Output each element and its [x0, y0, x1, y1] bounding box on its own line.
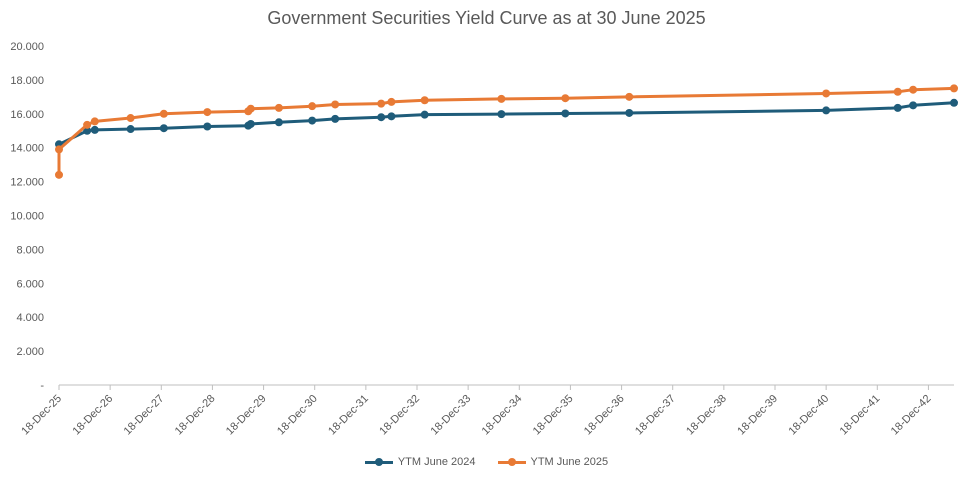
data-point-ytm-june-2024[interactable] — [561, 109, 570, 118]
data-point-ytm-june-2024[interactable] — [83, 126, 92, 135]
data-point-ytm-june-2024[interactable] — [893, 103, 902, 112]
data-point-ytm-june-2025[interactable] — [625, 92, 634, 101]
y-axis-ticks: - 2.000 4.000 6.000 8.000 10.000 12.000 14.000 1… — [10, 41, 44, 392]
y-tick-label: 20.000 — [10, 41, 44, 53]
x-tick-label: 18-Dec-38 — [684, 393, 729, 438]
x-tick-label: 18-Dec-34 — [480, 393, 525, 438]
x-tick-label: 18-Dec-37 — [633, 393, 678, 438]
data-point-ytm-june-2025[interactable] — [274, 103, 283, 112]
data-point-ytm-june-2024[interactable] — [126, 125, 135, 134]
x-tick-label: 18-Dec-28 — [173, 393, 218, 438]
data-point-ytm-june-2025[interactable] — [893, 87, 902, 96]
y-tick-label: 6.000 — [16, 278, 44, 290]
data-point-ytm-june-2024[interactable] — [246, 119, 255, 128]
y-tick-label: 16.000 — [10, 109, 44, 121]
data-point-ytm-june-2024[interactable] — [331, 114, 340, 123]
legend-item-ytm-june-2025[interactable]: YTM June 2025 — [497, 456, 609, 468]
data-point-ytm-june-2024[interactable] — [90, 125, 99, 134]
y-tick-label: 4.000 — [16, 312, 44, 324]
series-ytm-june-2024 — [55, 98, 958, 149]
chart-title: Government Securities Yield Curve as at … — [267, 8, 706, 28]
data-point-ytm-june-2024[interactable] — [497, 110, 506, 119]
x-tick-label: 18-Dec-36 — [582, 393, 627, 438]
legend-label-ytm-june-2025: YTM June 2025 — [530, 456, 609, 468]
y-tick-label: 2.000 — [16, 346, 44, 358]
data-point-ytm-june-2025[interactable] — [83, 120, 92, 129]
series-line-ytm-june-2024 — [57, 101, 956, 146]
data-point-ytm-june-2025[interactable] — [420, 96, 429, 105]
y-tick-label: 14.000 — [10, 143, 44, 155]
data-point-ytm-june-2024[interactable] — [274, 118, 283, 127]
data-point-ytm-june-2024[interactable] — [822, 106, 831, 115]
legend-item-ytm-june-2024[interactable]: YTM June 2024 — [364, 456, 476, 468]
data-point-ytm-june-2025[interactable] — [90, 117, 99, 126]
legend-swatch-ytm-june-2024 — [364, 457, 393, 467]
x-tick-label: 18-Dec-32 — [377, 393, 422, 438]
data-point-ytm-june-2024[interactable] — [308, 116, 317, 125]
y-tick-label: 8.000 — [16, 244, 44, 256]
data-point-ytm-june-2025[interactable] — [55, 170, 63, 179]
data-point-ytm-june-2025[interactable] — [55, 145, 63, 154]
data-point-ytm-june-2024[interactable] — [377, 113, 386, 122]
data-point-ytm-june-2025[interactable] — [822, 89, 831, 98]
x-tick-label: 18-Dec-25 — [19, 393, 64, 438]
x-tick-label: 18-Dec-29 — [224, 393, 269, 438]
legend-swatch-ytm-june-2025 — [497, 457, 526, 467]
data-point-ytm-june-2024[interactable] — [909, 101, 918, 110]
x-tick-label: 18-Dec-30 — [275, 393, 320, 438]
data-point-ytm-june-2025[interactable] — [561, 94, 570, 103]
data-point-ytm-june-2025[interactable] — [950, 84, 958, 93]
data-point-ytm-june-2025[interactable] — [126, 114, 135, 123]
x-tick-label: 18-Dec-42 — [889, 393, 934, 438]
chart-legend: YTM June 2024 YTM June 2025 — [0, 456, 973, 468]
data-point-ytm-june-2025[interactable] — [497, 94, 506, 103]
series-layer — [55, 84, 958, 179]
series-line-ytm-june-2025 — [57, 86, 956, 177]
data-point-ytm-june-2024[interactable] — [625, 108, 634, 117]
y-tick-label: - — [40, 380, 44, 392]
x-tick-label: 18-Dec-26 — [70, 393, 115, 438]
data-point-ytm-june-2025[interactable] — [387, 97, 396, 106]
x-tick-label: 18-Dec-31 — [326, 393, 371, 438]
data-point-ytm-june-2024[interactable] — [950, 98, 958, 107]
data-point-ytm-june-2024[interactable] — [203, 122, 212, 131]
data-point-ytm-june-2025[interactable] — [159, 109, 168, 118]
data-point-ytm-june-2025[interactable] — [246, 104, 255, 113]
x-tick-label: 18-Dec-35 — [531, 393, 576, 438]
x-axis-ticks: 18-Dec-25 18-Dec-26 18-Dec-27 18-Dec-28 18-D… — [19, 385, 934, 438]
x-tick-label: 18-Dec-41 — [838, 393, 883, 438]
data-point-ytm-june-2025[interactable] — [203, 108, 212, 117]
data-point-ytm-june-2024[interactable] — [420, 110, 429, 119]
data-point-ytm-june-2025[interactable] — [331, 100, 340, 109]
y-tick-label: 18.000 — [10, 75, 44, 87]
data-point-ytm-june-2025[interactable] — [377, 99, 386, 108]
data-point-ytm-june-2024[interactable] — [159, 124, 168, 133]
series-ytm-june-2025 — [55, 84, 958, 179]
x-tick-label: 18-Dec-33 — [428, 393, 473, 438]
data-point-ytm-june-2024[interactable] — [387, 112, 396, 121]
data-point-ytm-june-2025[interactable] — [308, 102, 317, 111]
data-point-ytm-june-2025[interactable] — [909, 85, 918, 94]
y-tick-label: 12.000 — [10, 177, 44, 189]
y-tick-label: 10.000 — [10, 211, 44, 223]
x-tick-label: 18-Dec-39 — [735, 393, 780, 438]
legend-label-ytm-june-2024: YTM June 2024 — [397, 456, 476, 468]
x-tick-label: 18-Dec-27 — [122, 393, 167, 438]
x-tick-label: 18-Dec-40 — [786, 393, 831, 438]
